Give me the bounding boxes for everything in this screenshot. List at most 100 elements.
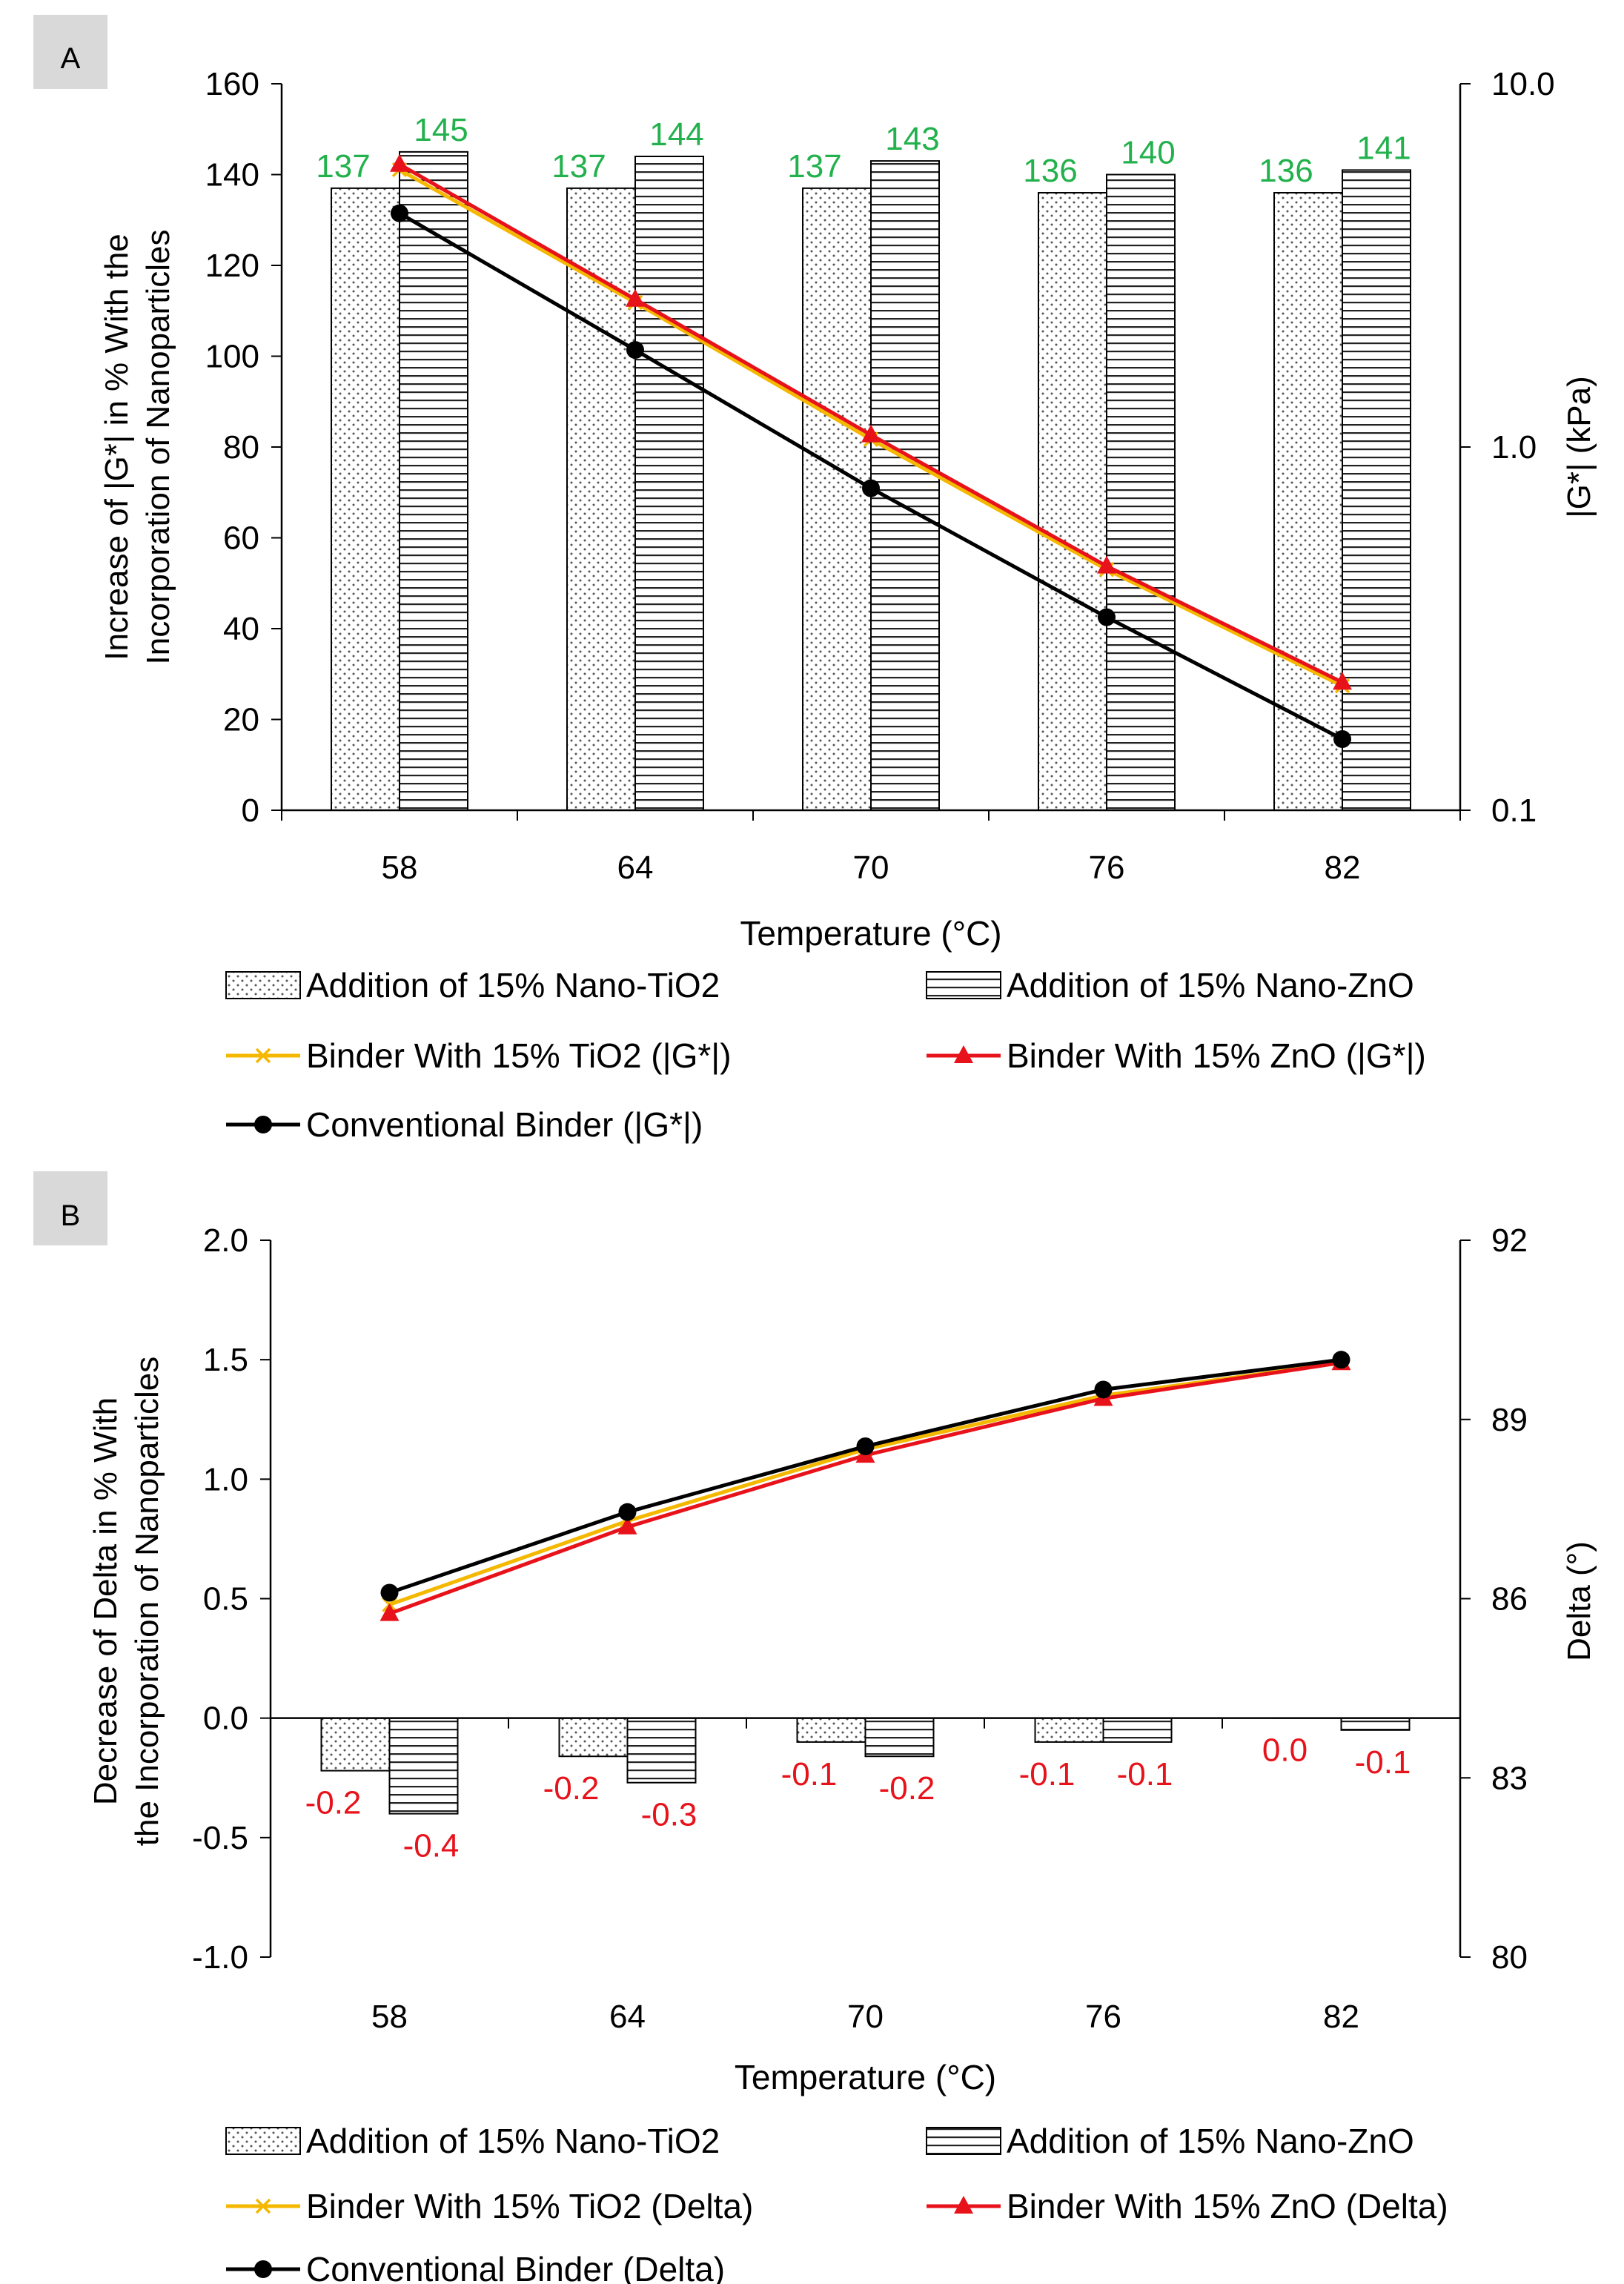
marker-triangle <box>617 1516 637 1535</box>
legend-entry-label: Binder With 15% TiO2 (|G*|) <box>306 1036 732 1075</box>
bar-data-label: 137 <box>787 148 841 185</box>
legend-marker-circle <box>254 1116 272 1133</box>
bar-data-label: -0.2 <box>879 1770 935 1807</box>
marker-triangle <box>626 288 645 307</box>
marker-triangle <box>380 1603 400 1621</box>
bar-data-label: -0.2 <box>305 1785 362 1821</box>
y-left-axis-label-line: Decrease of Delta in % With <box>87 1397 124 1805</box>
bar-dots-70 <box>802 187 872 811</box>
x-tick-label: 64 <box>609 1999 646 2035</box>
marker-triangle <box>861 424 881 443</box>
x-tick-label: 64 <box>617 850 654 886</box>
y-left-tick-label: 160 <box>205 66 259 102</box>
y-right-axis-label: Delta (°) <box>1561 1541 1597 1661</box>
marker-circle <box>1094 1380 1113 1399</box>
y-right-axis-label: |G*| (kPa) <box>1561 376 1597 518</box>
y-left-tick-label: 60 <box>223 520 259 557</box>
y-left-tick-label: 120 <box>205 248 259 284</box>
chart-panel-b: B -1.0 -0.5 0.0 0.5 1.0 1.5 2.0 80 83 86 89 92 58 64 70… <box>33 1171 1597 2284</box>
bar-hlines-76 <box>1106 173 1176 811</box>
bar-dots-58 <box>320 1717 391 1772</box>
y-right-tick-label: 86 <box>1491 1581 1528 1618</box>
bar-dots-64 <box>558 1717 629 1758</box>
bar-data-label: -0.3 <box>641 1797 697 1833</box>
bar-dots-70 <box>796 1717 866 1743</box>
y-left-axis-label-line: the Incorporation of Nanoparticles <box>129 1357 165 1846</box>
y-left-axis-label: Increase of |G*| in % With the Incorporat… <box>99 230 176 665</box>
x-axis-label: Temperature (°C) <box>740 914 1001 953</box>
x-tick-label: 82 <box>1325 850 1361 886</box>
bar-hlines-76 <box>1102 1717 1173 1743</box>
bar-dots-76 <box>1038 192 1107 811</box>
y-left-tick-label: 0 <box>242 792 259 829</box>
bar-data-label: -0.1 <box>1019 1756 1076 1793</box>
bar-dots-76 <box>1034 1717 1104 1743</box>
bar-data-label: -0.1 <box>781 1756 838 1793</box>
chart-panel-a: A 0 20 40 60 80 100 120 140 160 0.1 1.0 10.0 58 64 70 76… <box>33 15 1597 1144</box>
y-left-tick-label: 0.5 <box>203 1581 248 1618</box>
marker-circle <box>862 479 880 497</box>
y-right-tick-label: 1.0 <box>1491 429 1537 466</box>
bar-data-label: 137 <box>551 148 606 185</box>
panel-label: B <box>61 1199 81 1232</box>
y-left-tick-label: 0.0 <box>203 1701 248 1737</box>
bar-dots-58 <box>331 187 400 811</box>
y-right-tick-label: 10.0 <box>1491 66 1555 102</box>
marker-circle <box>1098 608 1116 626</box>
y-left-tick-label: -1.0 <box>192 1939 248 1976</box>
y-right-tick-label: 83 <box>1491 1760 1528 1796</box>
bar-data-label: 143 <box>885 121 939 157</box>
bar-data-label: -0.4 <box>403 1828 460 1864</box>
legend-marker-triangle <box>954 1045 973 1063</box>
bar-data-label: 145 <box>414 112 468 148</box>
panel-label-box <box>33 15 107 89</box>
bar-dots-82 <box>1273 192 1343 811</box>
panel-label-box <box>33 1171 107 1245</box>
legend-swatch-bar <box>926 971 1001 999</box>
y-right-tick-label: 80 <box>1491 1939 1528 1976</box>
y-left-tick-label: 140 <box>205 157 259 193</box>
bar-data-label: -0.1 <box>1117 1756 1173 1793</box>
bar-data-label: 136 <box>1259 153 1313 189</box>
legend-entry-label: Addition of 15% Nano-TiO2 <box>306 966 720 1004</box>
y-left-tick-label: -0.5 <box>192 1820 248 1856</box>
legend-entry-label: Addition of 15% Nano-ZnO <box>1007 2122 1414 2160</box>
bar-data-label: -0.2 <box>543 1770 600 1807</box>
bar-data-label: 137 <box>316 148 370 185</box>
y-left-tick-label: 1.5 <box>203 1342 248 1378</box>
line-triangle <box>388 1360 1342 1615</box>
bar-hlines-64 <box>634 156 704 811</box>
y-left-tick-label: 1.0 <box>203 1461 248 1497</box>
x-tick-label: 70 <box>853 850 889 886</box>
legend-entry-label: Binder With 15% TiO2 (Delta) <box>306 2187 753 2225</box>
bar-data-label: 144 <box>649 116 703 153</box>
legend-entry-label: Addition of 15% Nano-TiO2 <box>306 2122 720 2160</box>
legend-entry-label: Conventional Binder (|G*|) <box>306 1105 703 1144</box>
legend-entry-label: Conventional Binder (Delta) <box>306 2250 725 2284</box>
marker-circle <box>618 1503 637 1521</box>
bar-data-label: 136 <box>1023 153 1077 189</box>
bar-hlines-82 <box>1340 1717 1411 1731</box>
y-right-tick-label: 0.1 <box>1491 792 1537 829</box>
bar-data-label: 141 <box>1356 130 1411 166</box>
marker-circle <box>391 204 408 222</box>
legend-marker-x <box>255 1047 271 1064</box>
y-left-tick-label: 20 <box>223 702 259 738</box>
y-left-tick-label: 40 <box>223 611 259 647</box>
bar-hlines-64 <box>626 1717 697 1784</box>
marker-circle <box>1332 1351 1350 1369</box>
marker-circle <box>856 1437 875 1456</box>
legend-marker-circle <box>254 2260 272 2278</box>
marker-triangle <box>390 153 409 172</box>
x-tick-label: 76 <box>1085 1999 1121 2035</box>
line-circle <box>388 1357 1342 1595</box>
legend-swatch-bar <box>225 2127 301 2155</box>
y-left-axis-label: Decrease of Delta in % With the Incorpora… <box>87 1357 165 1846</box>
panel-label: A <box>61 42 81 75</box>
bar-data-label: -0.1 <box>1355 1744 1411 1781</box>
x-tick-label: 76 <box>1089 850 1125 886</box>
bar-hlines-70 <box>864 1717 935 1758</box>
line-x <box>388 1360 1342 1606</box>
y-left-tick-label: 2.0 <box>203 1222 248 1259</box>
